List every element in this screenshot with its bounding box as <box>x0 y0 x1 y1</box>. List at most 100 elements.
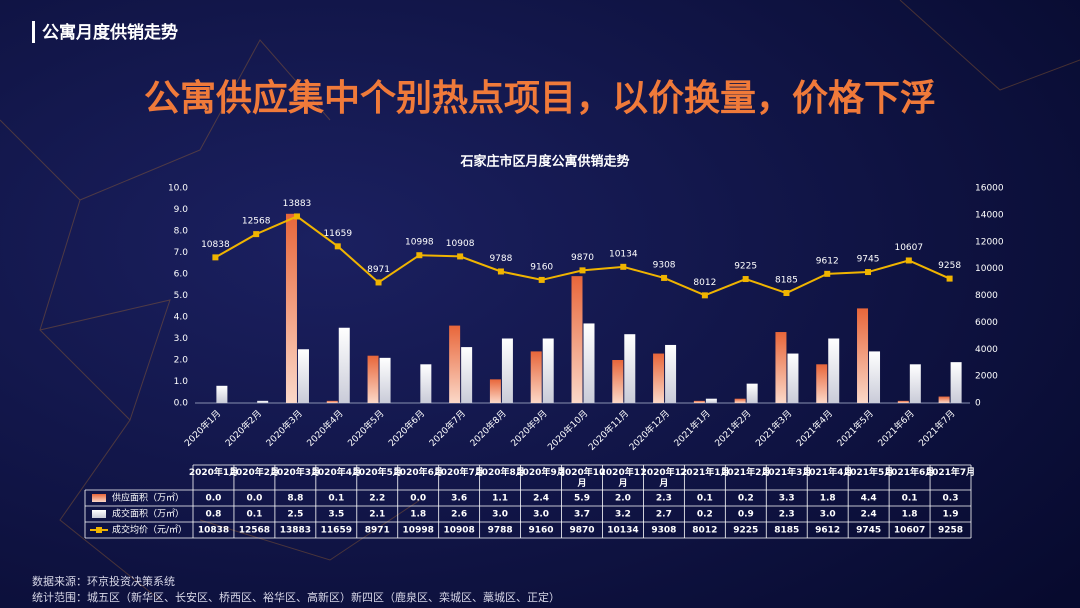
table-cell: 8971 <box>365 526 390 536</box>
table-header: 2020年8月 <box>475 466 524 478</box>
y-tick-label: 0.0 <box>174 399 189 409</box>
source: 数据来源：环京投资决策系统 <box>32 574 175 588</box>
table-cell: 0.1 <box>328 494 344 504</box>
bar <box>775 332 787 403</box>
table-header: 2020年1月 <box>189 466 238 478</box>
table-cell: 9160 <box>529 526 554 536</box>
price-marker <box>293 213 300 220</box>
table-cell: 2.4 <box>861 510 877 520</box>
price-marker <box>620 263 627 270</box>
bar <box>297 349 309 403</box>
legend-label: 成交面积（万㎡） <box>112 508 184 520</box>
y-tick-label: 4.0 <box>174 313 189 323</box>
price-marker <box>824 270 831 277</box>
table-cell: 2.5 <box>287 510 303 520</box>
price-label: 9870 <box>571 253 594 263</box>
price-label: 8971 <box>367 265 390 275</box>
y2-tick-label: 2000 <box>975 372 998 382</box>
bar <box>379 357 391 403</box>
table-cell: 0.3 <box>943 494 959 504</box>
table-cell: 1.8 <box>820 494 836 504</box>
y-tick-label: 1.0 <box>174 377 189 387</box>
price-marker <box>701 292 708 299</box>
table-cell: 13883 <box>280 526 311 536</box>
bar <box>828 338 840 403</box>
price-label: 13883 <box>283 199 312 209</box>
price-marker <box>497 268 504 275</box>
price-label: 10607 <box>894 243 923 253</box>
table-cell: 9225 <box>733 526 758 536</box>
table-header: 2021年2月 <box>721 466 770 478</box>
y2-tick-label: 10000 <box>975 264 1004 274</box>
legend-swatch <box>92 494 106 502</box>
table-header: 2020年9月 <box>516 466 565 478</box>
scope: 统计范围：城五区（新华区、长安区、桥西区、裕华区、高新区）新四区（鹿泉区、栾城区… <box>32 590 560 604</box>
table-cell: 8185 <box>774 526 799 536</box>
table-cell: 2.7 <box>656 510 672 520</box>
y2-tick-label: 4000 <box>975 345 998 355</box>
table-header: 2020年4月 <box>312 466 361 478</box>
table-cell: 10134 <box>607 526 638 536</box>
table-header: 2020年11 月 <box>600 466 647 489</box>
table-cell: 0.0 <box>410 494 426 504</box>
price-label: 9745 <box>857 255 880 265</box>
price-marker <box>334 243 341 250</box>
table-cell: 3.7 <box>574 510 590 520</box>
table-cell: 2.0 <box>615 494 631 504</box>
bar <box>461 347 473 403</box>
price-label: 10838 <box>201 240 230 250</box>
table-cell: 0.0 <box>246 494 262 504</box>
bar <box>420 364 432 403</box>
table-cell: 3.6 <box>451 494 467 504</box>
bar <box>787 353 799 403</box>
table-cell: 1.9 <box>943 510 959 520</box>
headline: 公寓供应集中个别热点项目，以价换量，价格下浮 <box>144 78 936 119</box>
price-label: 10134 <box>609 249 638 259</box>
table-cell: 10838 <box>198 526 229 536</box>
price-label: 11659 <box>323 229 352 239</box>
table-cell: 3.5 <box>328 510 344 520</box>
table-header: 2021年3月 <box>762 466 811 478</box>
section-title: 公寓月度供销走势 <box>42 22 178 43</box>
price-label: 9612 <box>816 256 839 266</box>
table-header: 2021年1月 <box>680 466 729 478</box>
table-cell: 9612 <box>815 526 840 536</box>
bar <box>897 400 909 403</box>
table-cell: 1.8 <box>410 510 426 520</box>
table-header: 2020年12 月 <box>641 466 688 489</box>
table-cell: 9745 <box>856 526 881 536</box>
price-marker <box>579 267 586 274</box>
price-label: 9308 <box>653 260 676 270</box>
bar <box>746 383 758 403</box>
y-tick-label: 8.0 <box>174 227 189 237</box>
table-cell: 2.2 <box>369 494 385 504</box>
table-cell: 8012 <box>692 526 717 536</box>
table-cell: 3.0 <box>533 510 549 520</box>
table-cell: 9788 <box>488 526 513 536</box>
table-cell: 0.8 <box>205 510 221 520</box>
bar <box>449 325 461 403</box>
bar <box>816 364 828 403</box>
table-header: 2021年4月 <box>803 466 852 478</box>
bar <box>869 351 881 403</box>
table-cell: 0.9 <box>738 510 754 520</box>
bar <box>501 338 513 403</box>
price-marker <box>538 276 545 283</box>
table-header: 2020年2月 <box>230 466 279 478</box>
table-cell: 10607 <box>894 526 925 536</box>
table-header: 2021年7月 <box>926 466 975 478</box>
table-cell: 9870 <box>569 526 594 536</box>
bar <box>530 351 542 403</box>
table-header: 2020年3月 <box>271 466 320 478</box>
y-tick-label: 10.0 <box>168 184 188 194</box>
table-cell: 10908 <box>444 526 475 536</box>
legend-marker <box>96 527 102 533</box>
legend-swatch <box>92 510 106 518</box>
y2-tick-label: 0 <box>975 399 981 409</box>
price-marker <box>212 254 219 261</box>
table-cell: 0.1 <box>902 494 918 504</box>
bar <box>624 334 636 403</box>
bar <box>285 213 297 403</box>
price-marker <box>416 252 423 259</box>
